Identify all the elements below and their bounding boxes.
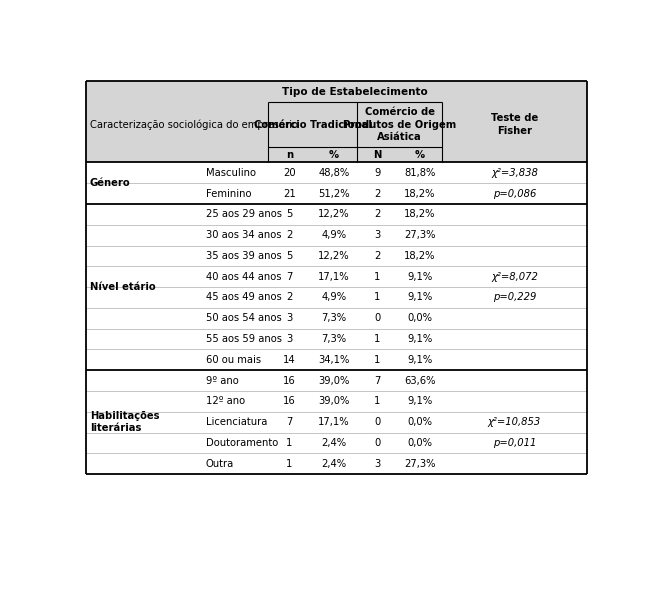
Text: χ²=3,838: χ²=3,838 bbox=[491, 168, 538, 178]
Text: Comércio Tradicional: Comércio Tradicional bbox=[254, 120, 371, 130]
Text: 7: 7 bbox=[286, 272, 293, 282]
Text: 18,2%: 18,2% bbox=[404, 189, 436, 199]
Bar bbox=[86, 147, 586, 162]
Text: 63,6%: 63,6% bbox=[404, 376, 436, 386]
Text: 0: 0 bbox=[374, 417, 380, 427]
Text: Habilitações
literárias: Habilitações literárias bbox=[90, 411, 159, 434]
Text: Doutoramento: Doutoramento bbox=[206, 438, 278, 448]
Text: p=0,229: p=0,229 bbox=[493, 293, 536, 303]
Text: 9,1%: 9,1% bbox=[407, 397, 432, 407]
Text: 16: 16 bbox=[283, 397, 296, 407]
Text: 2,4%: 2,4% bbox=[321, 438, 346, 448]
Text: Outra: Outra bbox=[206, 459, 234, 469]
Text: N: N bbox=[373, 149, 381, 160]
Text: Tipo de Estabelecimento: Tipo de Estabelecimento bbox=[282, 87, 428, 97]
Text: %: % bbox=[329, 149, 339, 160]
Text: Feminino: Feminino bbox=[206, 189, 251, 199]
Text: 60 ou mais: 60 ou mais bbox=[206, 355, 261, 365]
Text: 55 aos 59 anos: 55 aos 59 anos bbox=[206, 334, 282, 344]
Text: p=0,011: p=0,011 bbox=[493, 438, 536, 448]
Text: 1: 1 bbox=[374, 397, 380, 407]
Text: %: % bbox=[415, 149, 425, 160]
Text: 34,1%: 34,1% bbox=[318, 355, 350, 365]
Text: 0,0%: 0,0% bbox=[407, 438, 432, 448]
Text: 1: 1 bbox=[286, 459, 293, 469]
Text: 18,2%: 18,2% bbox=[404, 251, 436, 261]
Text: 2: 2 bbox=[374, 209, 380, 220]
Text: 12,2%: 12,2% bbox=[318, 251, 350, 261]
Text: 1: 1 bbox=[374, 272, 380, 282]
Bar bbox=[86, 82, 586, 102]
Text: 12,2%: 12,2% bbox=[318, 209, 350, 220]
Text: 4,9%: 4,9% bbox=[321, 230, 346, 240]
Text: 25 aos 29 anos: 25 aos 29 anos bbox=[206, 209, 282, 220]
Text: χ²=10,853: χ²=10,853 bbox=[488, 417, 541, 427]
Text: 9º ano: 9º ano bbox=[206, 376, 239, 386]
Text: p=0,086: p=0,086 bbox=[493, 189, 536, 199]
Text: 5: 5 bbox=[286, 251, 293, 261]
Text: 2: 2 bbox=[286, 293, 293, 303]
Text: 0,0%: 0,0% bbox=[407, 313, 432, 323]
Text: 3: 3 bbox=[374, 459, 380, 469]
Text: 35 aos 39 anos: 35 aos 39 anos bbox=[206, 251, 281, 261]
Text: 50 aos 54 anos: 50 aos 54 anos bbox=[206, 313, 281, 323]
Text: 20: 20 bbox=[283, 168, 296, 178]
Text: Caracterização sociológica do empresário: Caracterização sociológica do empresário bbox=[90, 119, 298, 130]
Text: 7: 7 bbox=[374, 376, 380, 386]
Text: 27,3%: 27,3% bbox=[404, 230, 436, 240]
Text: 1: 1 bbox=[374, 355, 380, 365]
Text: 17,1%: 17,1% bbox=[318, 417, 350, 427]
Text: 1: 1 bbox=[374, 293, 380, 303]
Text: 48,8%: 48,8% bbox=[318, 168, 350, 178]
Text: 2: 2 bbox=[374, 189, 380, 199]
Text: Licenciatura: Licenciatura bbox=[206, 417, 268, 427]
Text: 9,1%: 9,1% bbox=[407, 334, 432, 344]
Text: 7,3%: 7,3% bbox=[321, 313, 346, 323]
Text: 14: 14 bbox=[283, 355, 296, 365]
Text: 7: 7 bbox=[286, 417, 293, 427]
Text: 12º ano: 12º ano bbox=[206, 397, 245, 407]
Text: 2,4%: 2,4% bbox=[321, 459, 346, 469]
Text: 0: 0 bbox=[374, 438, 380, 448]
Text: 39,0%: 39,0% bbox=[318, 376, 350, 386]
Text: Masculino: Masculino bbox=[206, 168, 256, 178]
Text: 1: 1 bbox=[374, 334, 380, 344]
Text: Teste de
Fisher: Teste de Fisher bbox=[491, 113, 538, 136]
Text: 2: 2 bbox=[374, 251, 380, 261]
Text: 4,9%: 4,9% bbox=[321, 293, 346, 303]
Text: 9,1%: 9,1% bbox=[407, 355, 432, 365]
Text: 7,3%: 7,3% bbox=[321, 334, 346, 344]
Text: 16: 16 bbox=[283, 376, 296, 386]
Text: 0: 0 bbox=[374, 313, 380, 323]
Text: 40 aos 44 anos: 40 aos 44 anos bbox=[206, 272, 281, 282]
Text: 3: 3 bbox=[286, 334, 293, 344]
Text: 9,1%: 9,1% bbox=[407, 272, 432, 282]
Text: 0,0%: 0,0% bbox=[407, 417, 432, 427]
Text: Comércio de
Produtos de Origem
Asiática: Comércio de Produtos de Origem Asiática bbox=[343, 107, 457, 142]
Text: 3: 3 bbox=[286, 313, 293, 323]
Text: 9: 9 bbox=[374, 168, 380, 178]
Text: 39,0%: 39,0% bbox=[318, 397, 350, 407]
Text: 21: 21 bbox=[283, 189, 296, 199]
Text: 5: 5 bbox=[286, 209, 293, 220]
Text: 17,1%: 17,1% bbox=[318, 272, 350, 282]
Text: 18,2%: 18,2% bbox=[404, 209, 436, 220]
Text: 9,1%: 9,1% bbox=[407, 293, 432, 303]
Text: 2: 2 bbox=[286, 230, 293, 240]
Text: 27,3%: 27,3% bbox=[404, 459, 436, 469]
Text: 30 aos 34 anos: 30 aos 34 anos bbox=[206, 230, 281, 240]
Text: 3: 3 bbox=[374, 230, 380, 240]
Bar bbox=[86, 102, 586, 147]
Text: Nível etário: Nível etário bbox=[90, 282, 155, 292]
Text: 81,8%: 81,8% bbox=[404, 168, 436, 178]
Text: 45 aos 49 anos: 45 aos 49 anos bbox=[206, 293, 281, 303]
Text: 51,2%: 51,2% bbox=[318, 189, 350, 199]
Text: Género: Género bbox=[90, 178, 131, 188]
Text: χ²=8,072: χ²=8,072 bbox=[491, 272, 538, 282]
Text: 1: 1 bbox=[286, 438, 293, 448]
Text: n: n bbox=[286, 149, 293, 160]
